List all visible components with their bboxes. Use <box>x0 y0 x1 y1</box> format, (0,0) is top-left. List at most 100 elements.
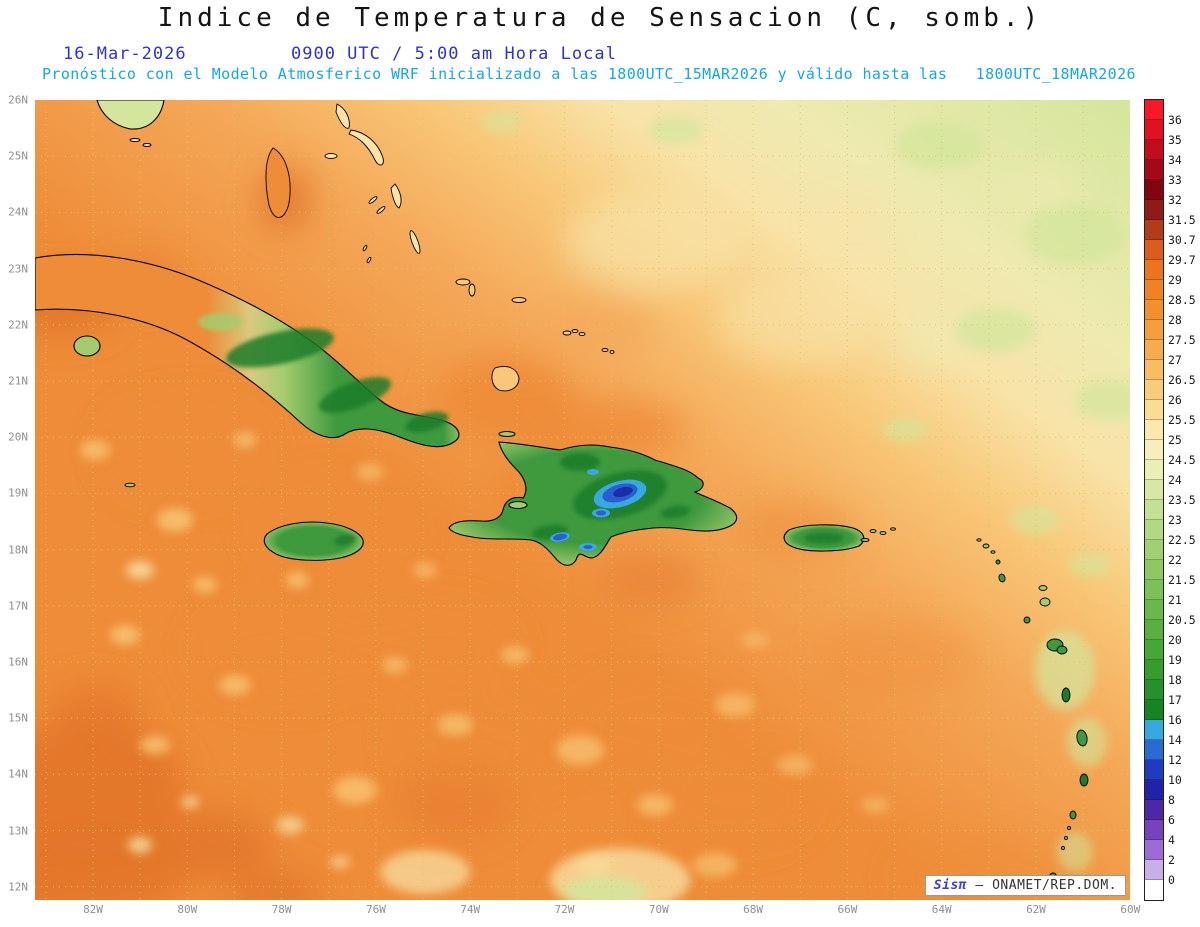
colorbar-swatch <box>1145 640 1163 660</box>
colorbar-swatch <box>1145 700 1163 720</box>
st-lucia-island <box>1079 773 1089 787</box>
dominica-island <box>1061 687 1071 703</box>
colorbar-label: 35 <box>1168 133 1182 147</box>
colorbar-label: 6 <box>1168 813 1175 827</box>
new-providence <box>324 153 338 159</box>
colorbar-label: 25 <box>1168 433 1182 447</box>
colorbar-label: 36 <box>1168 113 1182 127</box>
eleuthera-island <box>348 129 384 166</box>
antigua-island <box>1039 597 1051 607</box>
lon-label: 60W <box>1120 903 1141 916</box>
colorbar-label: 33 <box>1168 173 1182 187</box>
lon-label: 62W <box>1026 903 1046 916</box>
lat-label: 16N <box>8 655 28 669</box>
jamaica-island <box>263 521 364 561</box>
colorbar-label: 24 <box>1168 473 1182 487</box>
colorbar-swatch <box>1145 300 1163 320</box>
lat-label: 15N <box>8 711 28 725</box>
colorbar-swatch <box>1145 440 1163 460</box>
lat-label: 19N <box>8 486 28 500</box>
lon-label: 66W <box>837 903 858 916</box>
lon-label: 82W <box>83 903 103 916</box>
colorbar-label: 27 <box>1168 353 1182 367</box>
colorbar-swatch <box>1145 880 1163 900</box>
colorbar-label: 12 <box>1168 753 1182 767</box>
lon-label: 64W <box>931 903 952 916</box>
florida-tip <box>96 100 165 130</box>
colorbar-label: 28.5 <box>1168 293 1196 307</box>
colorbar-swatch <box>1145 520 1163 540</box>
colorbar-label: 28 <box>1168 313 1182 327</box>
crooked-island <box>455 278 471 286</box>
grid-lines <box>35 100 1130 900</box>
saba-statia <box>995 559 1001 565</box>
colorbar-swatch <box>1145 860 1163 880</box>
longitude-axis: 82W 80W 78W 76W 74W 72W 70W 68W 66W 64W 62W 60W <box>35 903 1140 919</box>
long-island-bahamas <box>409 230 421 254</box>
colorbar-swatch <box>1145 320 1163 340</box>
st-vincent-island <box>1069 810 1077 820</box>
lon-label: 68W <box>743 903 764 916</box>
colorbar-label: 24.5 <box>1168 453 1196 467</box>
lat-label: 22N <box>8 318 28 332</box>
turks-islands <box>601 348 609 352</box>
colorbar-swatch <box>1145 800 1163 820</box>
inagua-island <box>491 366 520 392</box>
colorbar-swatches <box>1144 99 1164 901</box>
colorbar-label: 23 <box>1168 513 1182 527</box>
colorbar-swatch <box>1145 340 1163 360</box>
forecast-note: Pronóstico con el Modelo Atmosferico WRF… <box>42 65 1136 83</box>
colorbar-label: 18 <box>1168 673 1182 687</box>
colorbar-swatch <box>1145 820 1163 840</box>
acklins-island <box>468 283 476 297</box>
abaco-island <box>335 103 350 129</box>
lon-label: 80W <box>177 903 198 916</box>
lat-label: 25N <box>8 149 28 163</box>
colorbar-swatch <box>1145 400 1163 420</box>
colorbar-label: 8 <box>1168 793 1175 807</box>
lat-label: 14N <box>8 767 28 781</box>
colorbar-label: 4 <box>1168 833 1175 847</box>
ile-de-la-tortue <box>498 430 516 438</box>
colorbar-label: 27.5 <box>1168 333 1196 347</box>
colorbar-label: 10 <box>1168 773 1182 787</box>
colorbar-label: 22 <box>1168 553 1182 567</box>
colorbar-label: 26.5 <box>1168 373 1196 387</box>
caicos-islands <box>562 330 572 336</box>
map-svg <box>35 100 1130 900</box>
lon-label: 76W <box>365 903 386 916</box>
colorbar-swatch <box>1145 720 1163 740</box>
vieques-island <box>860 538 870 542</box>
ile-de-la-gonave <box>508 500 528 510</box>
cold-mountain-cores <box>550 469 647 551</box>
montserrat-island <box>1023 616 1031 624</box>
colorbar-swatch <box>1145 120 1163 140</box>
colorbar-label: 23.5 <box>1168 493 1196 507</box>
map-canvas: Sisπ – ONAMET/REP.DOM. <box>35 100 1130 900</box>
colorbar-swatch <box>1145 760 1163 780</box>
colorbar-label: 31.5 <box>1168 213 1196 227</box>
lon-label: 70W <box>648 903 669 916</box>
colorbar-label: 20.5 <box>1168 613 1196 627</box>
virgin-islands <box>869 529 877 533</box>
colorbar-label: 21.5 <box>1168 573 1196 587</box>
colorbar-label: 2 <box>1168 853 1175 867</box>
latitude-axis: 26N 25N 24N 23N 22N 21N 20N 19N 18N 17N 16N 15N 14N 1… <box>0 94 31 900</box>
watermark-separator: – <box>967 878 993 893</box>
grenadines <box>1067 826 1071 830</box>
andros-island <box>265 147 291 218</box>
colorbar-swatch <box>1145 240 1163 260</box>
lat-label: 21N <box>8 374 28 388</box>
isla-juventud <box>73 335 101 357</box>
colorbar-label: 25.5 <box>1168 413 1196 427</box>
colorbar: 36 35 34 33 32 31.5 30.7 29.7 29 28.5 28 27.5 27 26.5… <box>1144 99 1200 902</box>
colorbar-swatch <box>1145 260 1163 280</box>
forecast-time: 0900 UTC / 5:00 am Hora Local <box>291 44 617 64</box>
colorbar-swatch <box>1145 680 1163 700</box>
lat-label: 18N <box>8 543 28 557</box>
page-title: Indice de Temperatura de Sensacion (C, s… <box>157 3 1043 33</box>
lat-label: 13N <box>8 824 28 838</box>
colorbar-swatch <box>1145 380 1163 400</box>
colorbar-swatch <box>1145 220 1163 240</box>
